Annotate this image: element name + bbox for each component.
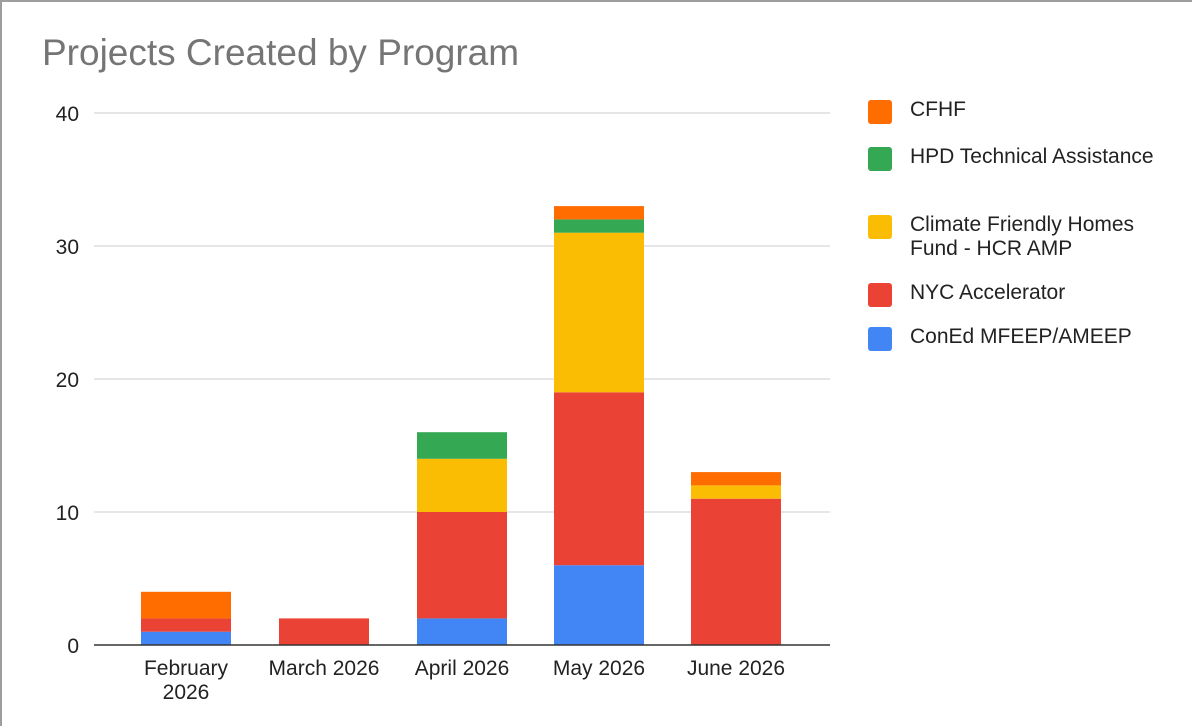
legend-item: Climate Friendly Homes Fund - HCR AMP	[868, 213, 1180, 261]
bar-segment	[691, 472, 781, 486]
x-tick-label: May 2026	[553, 657, 645, 680]
bar-segment	[554, 206, 644, 220]
bar-segment	[417, 458, 507, 512]
legend-label: HPD Technical Assistance	[910, 145, 1154, 168]
chart-title: Projects Created by Program	[42, 32, 520, 73]
legend-swatch	[868, 147, 892, 171]
x-tick-label: April 2026	[415, 657, 510, 680]
y-tick-label: 20	[56, 369, 79, 392]
bar-segment	[554, 392, 644, 566]
bar-segment	[279, 618, 369, 645]
legend-label: CFHF	[910, 98, 966, 121]
bar-segment	[554, 565, 644, 645]
legend-item: CFHF	[868, 98, 1180, 124]
legend-swatch	[868, 327, 892, 351]
x-tick-label: March 2026	[269, 657, 380, 680]
bar-segment	[691, 485, 781, 499]
y-tick-label: 30	[56, 236, 79, 259]
bar-segment	[141, 591, 231, 619]
x-tick-label: June 2026	[687, 657, 785, 680]
legend-item: NYC Accelerator	[868, 281, 1180, 307]
bar-segment	[141, 618, 231, 632]
chart-plot-area: 0 10 20 30 40 February 2026 March 2026 April 202…	[56, 103, 830, 704]
bar-segment	[417, 618, 507, 645]
legend-swatch	[868, 100, 892, 124]
y-tick-label: 0	[67, 635, 79, 658]
y-tick-label: 40	[56, 103, 79, 126]
bar-segment	[417, 512, 507, 619]
legend-label: NYC Accelerator	[910, 281, 1066, 304]
legend-item: ConEd MFEEP/AMEEP	[868, 325, 1180, 351]
legend-swatch	[868, 283, 892, 307]
bar-segment	[554, 232, 644, 393]
legend-label: ConEd MFEEP/AMEEP	[910, 325, 1132, 348]
bar-segment	[691, 498, 781, 645]
bar-segment	[141, 631, 231, 645]
legend-label: Climate Friendly Homes Fund - HCR AMP	[910, 213, 1135, 260]
x-tick-label: February 2026	[144, 657, 229, 704]
y-tick-label: 10	[56, 502, 79, 525]
legend-item: HPD Technical Assistance	[868, 145, 1180, 171]
bar-segment	[554, 219, 644, 233]
bar-segment	[417, 432, 507, 459]
legend-swatch	[868, 215, 892, 239]
